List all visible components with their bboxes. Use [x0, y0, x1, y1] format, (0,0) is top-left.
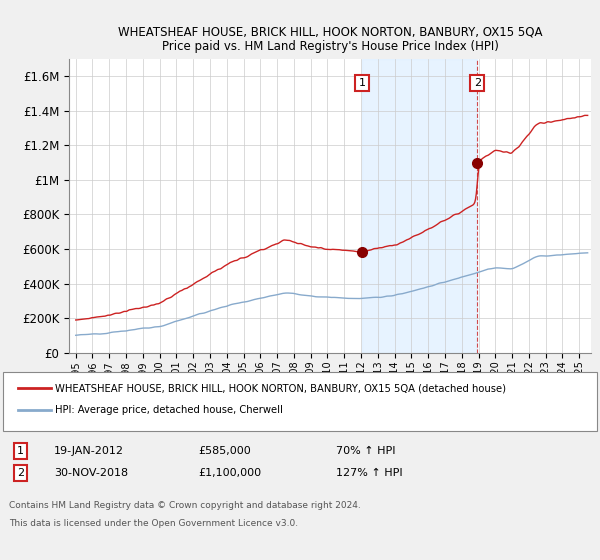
Text: 2: 2: [473, 78, 481, 88]
Text: Contains HM Land Registry data © Crown copyright and database right 2024.: Contains HM Land Registry data © Crown c…: [9, 502, 361, 511]
Text: 70% ↑ HPI: 70% ↑ HPI: [336, 446, 395, 456]
Text: 1: 1: [17, 446, 24, 456]
Title: WHEATSHEAF HOUSE, BRICK HILL, HOOK NORTON, BANBURY, OX15 5QA
Price paid vs. HM L: WHEATSHEAF HOUSE, BRICK HILL, HOOK NORTO…: [118, 25, 542, 53]
Text: This data is licensed under the Open Government Licence v3.0.: This data is licensed under the Open Gov…: [9, 520, 298, 529]
Text: 127% ↑ HPI: 127% ↑ HPI: [336, 468, 403, 478]
Text: 1: 1: [358, 78, 365, 88]
Text: HPI: Average price, detached house, Cherwell: HPI: Average price, detached house, Cher…: [55, 405, 283, 415]
Text: 19-JAN-2012: 19-JAN-2012: [54, 446, 124, 456]
Text: £1,100,000: £1,100,000: [198, 468, 261, 478]
Text: £585,000: £585,000: [198, 446, 251, 456]
Text: 2: 2: [17, 468, 24, 478]
Text: WHEATSHEAF HOUSE, BRICK HILL, HOOK NORTON, BANBURY, OX15 5QA (detached house): WHEATSHEAF HOUSE, BRICK HILL, HOOK NORTO…: [55, 383, 506, 393]
Bar: [362, 59, 477, 353]
Text: 30-NOV-2018: 30-NOV-2018: [54, 468, 128, 478]
